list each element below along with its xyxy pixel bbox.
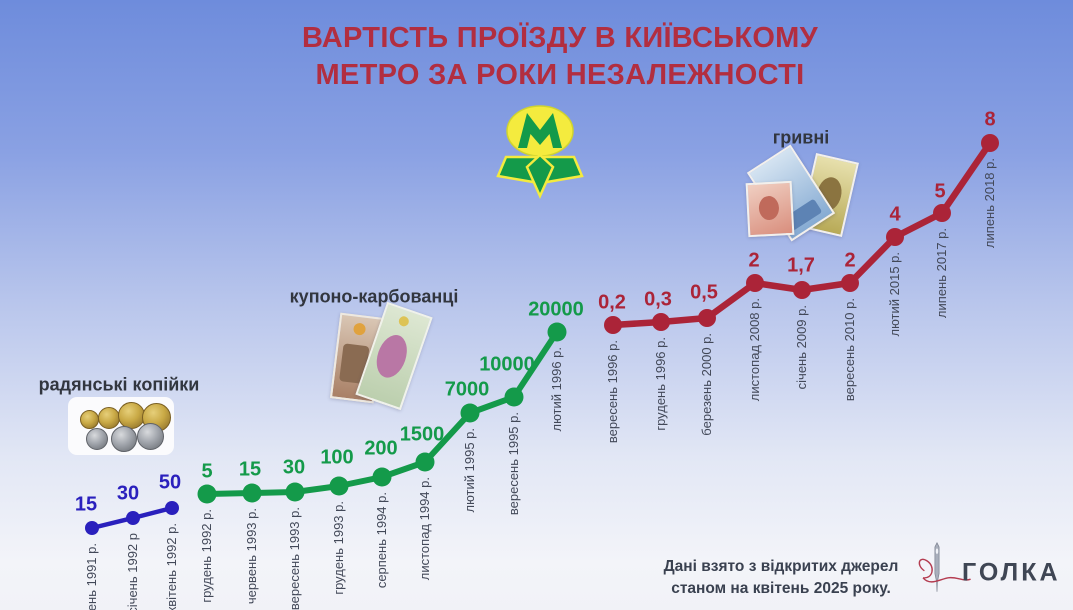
date-label: грудень 1996 р. <box>653 337 668 431</box>
date-label: січень 1992 р <box>125 533 140 610</box>
price-label: 8 <box>984 108 996 131</box>
data-point <box>165 501 179 515</box>
brand-name: ГОЛКА <box>962 558 1061 587</box>
coupon-banknotes-image <box>315 301 433 411</box>
date-label: вересень 1995 р. <box>506 412 521 516</box>
hryvnia-banknotes-image <box>745 144 859 242</box>
data-point <box>126 511 140 525</box>
price-label: 20000 <box>528 298 584 321</box>
date-label: квітень 1991 р. <box>84 543 99 610</box>
metro-m-glyph <box>518 113 562 148</box>
coin <box>86 428 108 450</box>
data-point <box>460 403 480 423</box>
date-label: листопад 2008 р. <box>747 298 762 402</box>
price-label: 0,3 <box>644 288 672 311</box>
data-point <box>746 274 764 292</box>
price-label: 1,7 <box>787 254 815 277</box>
data-point <box>698 309 716 327</box>
page-title: ВАРТІСТЬ ПРОЇЗДУ В КИЇВСЬКОМУ МЕТРО ЗА Р… <box>302 20 818 94</box>
needle-icon <box>918 542 971 592</box>
date-label: лютий 2015 р. <box>887 252 902 337</box>
price-label: 0,2 <box>598 291 626 314</box>
kyiv-metro-logo-icon <box>496 105 584 200</box>
coin <box>80 410 99 429</box>
date-label: липень 2017 р. <box>934 228 949 319</box>
date-label: вересень 1996 р. <box>605 340 620 444</box>
price-label: 1500 <box>399 423 445 446</box>
date-label: лютий 1995 р. <box>462 428 477 513</box>
price-label: 10000 <box>479 353 535 376</box>
section-label-hryvnias: гривні <box>772 127 830 148</box>
data-point <box>242 483 262 503</box>
coin <box>118 402 145 429</box>
price-label: 30 <box>282 456 306 479</box>
section-label-coupon-karbovanets: купоно-карбованці <box>289 286 459 307</box>
price-label: 2 <box>748 249 760 272</box>
price-label: 15 <box>238 458 262 481</box>
date-label: вересень 2010 р. <box>842 298 857 402</box>
price-label: 30 <box>116 482 140 505</box>
data-point <box>793 281 811 299</box>
date-label: серпень 1994 р. <box>374 492 389 589</box>
hryvnia-banknote <box>745 180 795 238</box>
source-note-line-2: станом на квітень 2025 року. <box>671 580 891 597</box>
date-label: квітень 1992 р. <box>164 523 179 610</box>
data-point <box>933 204 951 222</box>
data-point <box>841 274 859 292</box>
source-note-line-1: Дані взято з відкритих джерел <box>663 558 899 575</box>
date-label: листопад 1994 р. <box>417 477 432 581</box>
data-point <box>415 452 435 472</box>
data-point <box>197 484 217 504</box>
data-point <box>372 467 392 487</box>
data-point <box>604 316 622 334</box>
price-label: 7000 <box>444 378 490 401</box>
date-label: липень 2018 р. <box>982 158 997 249</box>
date-label: березень 2000 р. <box>699 333 714 436</box>
thread-curve <box>922 576 971 583</box>
price-label: 4 <box>889 203 901 226</box>
price-label: 200 <box>364 437 398 460</box>
price-label: 5 <box>934 180 946 203</box>
date-label: грудень 1992 р. <box>199 509 214 603</box>
price-label: 100 <box>320 446 354 469</box>
price-label: 0,5 <box>690 281 718 304</box>
coin <box>111 426 137 452</box>
data-point <box>85 521 99 535</box>
title-line-1: ВАРТІСТЬ ПРОЇЗДУ В КИЇВСЬКОМУ <box>302 22 818 54</box>
title-line-2: МЕТРО ЗА РОКИ НЕЗАЛЕЖНОСТІ <box>315 59 805 91</box>
data-point <box>886 228 904 246</box>
date-label: вересень 1993 р. <box>287 507 302 610</box>
data-point <box>329 476 349 496</box>
date-label: червень 1993 р. <box>244 508 259 605</box>
data-point <box>285 482 305 502</box>
coin <box>98 407 120 429</box>
data-point <box>547 322 567 342</box>
date-label: січень 2009 р. <box>794 305 809 390</box>
price-label: 50 <box>158 471 182 494</box>
coin <box>137 423 164 450</box>
date-label: грудень 1993 р. <box>331 501 346 595</box>
source-note: Дані взято з відкритих джерел станом на … <box>664 556 899 600</box>
price-label: 5 <box>201 460 213 483</box>
data-point <box>981 134 999 152</box>
price-label: 2 <box>844 249 856 272</box>
thread-curve <box>918 558 933 579</box>
data-point <box>504 387 524 407</box>
date-label: лютий 1996 р. <box>549 347 564 432</box>
price-label: 15 <box>74 493 98 516</box>
soviet-coins-image <box>68 397 174 455</box>
data-point <box>652 313 670 331</box>
section-label-soviet-kopecks: радянські копійки <box>38 374 200 395</box>
